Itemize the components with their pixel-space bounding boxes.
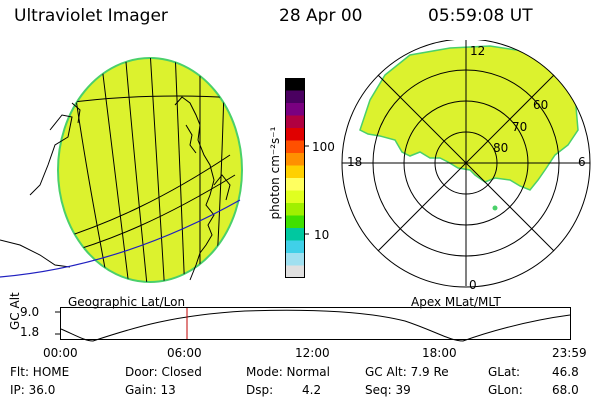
- colorbar-segment: [285, 115, 305, 129]
- colorbar-segment: [285, 103, 305, 116]
- altitude-track-plot[interactable]: [45, 307, 575, 345]
- colorbar-segment: [285, 128, 305, 141]
- colorbar-segment: [285, 253, 305, 266]
- colorbar-segment: [285, 165, 305, 179]
- ip-value: IP: 36.0: [10, 383, 56, 397]
- geographic-map[interactable]: [0, 45, 260, 295]
- colorbar-segment: [285, 228, 305, 241]
- mlt-label-6: 6: [578, 155, 586, 169]
- glon-value: 68.0: [552, 383, 579, 397]
- time-tick-2359: 23:59: [552, 346, 587, 360]
- glat-value: 46.8: [552, 365, 579, 379]
- mlt-label-0: 0: [469, 278, 477, 292]
- mlat-label-70: 70: [512, 120, 528, 134]
- gain-value: Gain: 13: [125, 383, 176, 397]
- colorbar-segment: [285, 153, 305, 166]
- coastlines: [0, 96, 231, 281]
- alt-tick-1-8: 1.8: [20, 325, 40, 339]
- orbit-track: [0, 199, 241, 278]
- instrument-title: Ultraviolet Imager: [14, 6, 168, 26]
- polar-grid: [341, 40, 591, 288]
- mlt-label-12: 12: [470, 44, 486, 58]
- colorbar-segment: [285, 190, 305, 204]
- mlt-label-18: 18: [347, 155, 363, 169]
- time-tick-0000: 00:00: [43, 346, 78, 360]
- colorbar-segment: [285, 90, 305, 104]
- glat-label: GLat:: [488, 365, 521, 379]
- mlat-label-60: 60: [533, 98, 549, 112]
- uv-image-geographic: [57, 57, 243, 283]
- observation-time: 05:59:08 UT: [428, 6, 533, 26]
- colorbar-tick-10: 10: [314, 228, 330, 242]
- colorbar: [285, 78, 309, 278]
- colorbar-segment: [285, 178, 305, 191]
- mlat-label-80: 80: [493, 141, 509, 155]
- time-tick-0600: 06:00: [167, 346, 202, 360]
- mode-status: Mode: Normal: [246, 365, 330, 379]
- colorbar-segment: [285, 203, 305, 216]
- gc-alt-value: GC Alt: 7.9 Re: [365, 365, 449, 379]
- time-tick-1200: 12:00: [295, 346, 330, 360]
- colorbar-segment: [285, 265, 305, 278]
- colorbar-segment: [285, 78, 305, 91]
- alt-tick-9: 9.0: [20, 305, 40, 319]
- time-tick-1800: 18:00: [422, 346, 457, 360]
- colorbar-segment: [285, 215, 305, 229]
- sequence-value: Seq: 39: [365, 383, 411, 397]
- geographic-label: Geographic Lat/Lon: [68, 295, 186, 309]
- flight-status: Flt: HOME: [10, 365, 70, 379]
- colorbar-segment: [285, 240, 305, 254]
- dsp-value: 4.2: [302, 383, 322, 397]
- colorbar-tick-100: 100: [312, 140, 335, 154]
- uv-spot: [492, 205, 498, 211]
- altitude-curve: [60, 309, 571, 342]
- polar-plot[interactable]: [340, 40, 600, 295]
- colorbar-segment: [285, 140, 305, 154]
- observation-date: 28 Apr 00: [279, 6, 363, 26]
- apex-label: Apex MLat/MLT: [411, 295, 501, 309]
- dsp-label: Dsp:: [246, 383, 274, 397]
- door-status: Door: Closed: [125, 365, 202, 379]
- colorbar-unit-label: photon cm⁻²s⁻¹: [268, 126, 282, 220]
- glon-label: GLon:: [488, 383, 523, 397]
